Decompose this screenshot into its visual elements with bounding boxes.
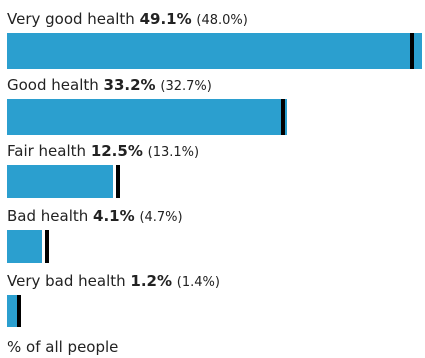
comparison-marker-very-bad-health	[16, 295, 21, 327]
value-label: 4.1%	[93, 207, 135, 225]
bar-fair-health	[7, 165, 113, 198]
category-name: Bad health	[7, 207, 89, 225]
x-axis-label: % of all people	[7, 338, 119, 356]
category-label: Very good health 49.1% (48.0%)	[7, 10, 248, 30]
category-name: Very good health	[7, 10, 135, 28]
category-name: Fair health	[7, 142, 87, 160]
category-label: Fair health 12.5% (13.1%)	[7, 142, 199, 162]
bar-track	[7, 99, 425, 135]
value-label: 12.5%	[90, 142, 143, 160]
bar-track	[7, 33, 425, 69]
bar-track	[7, 230, 425, 263]
comparison-marker-good-health	[281, 99, 286, 135]
value-label: 33.2%	[103, 76, 156, 94]
comparison-label: (13.1%)	[147, 145, 200, 160]
value-label: 49.1%	[139, 10, 192, 28]
bar-track	[7, 295, 425, 327]
category-label: Bad health 4.1% (4.7%)	[7, 207, 183, 227]
comparison-marker-very-good-health	[410, 33, 415, 69]
value-label: 1.2%	[130, 272, 173, 290]
bar-bad-health	[7, 230, 42, 263]
comparison-marker-bad-health	[44, 230, 49, 263]
comparison-label: (4.7%)	[139, 210, 183, 225]
bar-very-good-health	[7, 33, 422, 69]
category-label: Good health 33.2% (32.7%)	[7, 76, 212, 96]
bar-good-health	[7, 99, 288, 135]
comparison-label: (32.7%)	[160, 79, 212, 94]
comparison-label: (48.0%)	[196, 13, 248, 28]
bar-very-bad-health	[7, 295, 18, 327]
category-name: Very bad health	[7, 272, 126, 290]
comparison-marker-fair-health	[115, 165, 120, 198]
category-label: Very bad health 1.2% (1.4%)	[7, 272, 220, 292]
comparison-label: (1.4%)	[176, 275, 220, 290]
bar-track	[7, 165, 425, 198]
category-name: Good health	[7, 76, 99, 94]
